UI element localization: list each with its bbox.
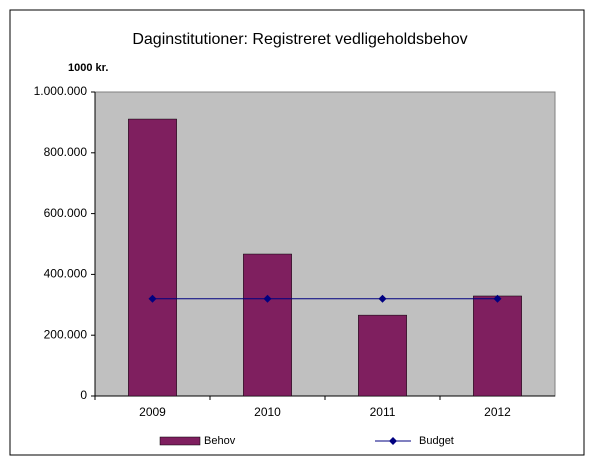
y-tick-label: 400.000 (44, 267, 88, 281)
y-tick-label: 0 (80, 388, 87, 402)
line-marker (378, 294, 387, 303)
line-marker (263, 294, 272, 303)
bar (473, 295, 522, 397)
y-axis-label: 1000 kr. (68, 62, 108, 74)
line-marker (148, 294, 157, 303)
x-tick-label: 2009 (139, 405, 166, 419)
legend-marker (389, 437, 397, 445)
line-marker (493, 294, 502, 303)
x-tick-label: 2010 (254, 405, 281, 419)
y-tick-label: 600.000 (44, 206, 88, 220)
bar (358, 314, 407, 397)
legend-swatch (159, 436, 201, 446)
x-tick-label: 2012 (484, 405, 511, 419)
y-tick-label: 200.000 (44, 327, 88, 341)
bar (128, 118, 177, 397)
chart-title: Daginstitutioner: Registreret vedligehol… (132, 31, 467, 48)
legend-label: Behov (204, 435, 236, 447)
x-tick-label: 2011 (370, 405, 396, 419)
legend-label: Budget (419, 435, 454, 447)
bar (243, 253, 292, 397)
y-tick-label: 1.000.000 (34, 84, 88, 98)
y-tick-label: 800.000 (44, 145, 88, 159)
